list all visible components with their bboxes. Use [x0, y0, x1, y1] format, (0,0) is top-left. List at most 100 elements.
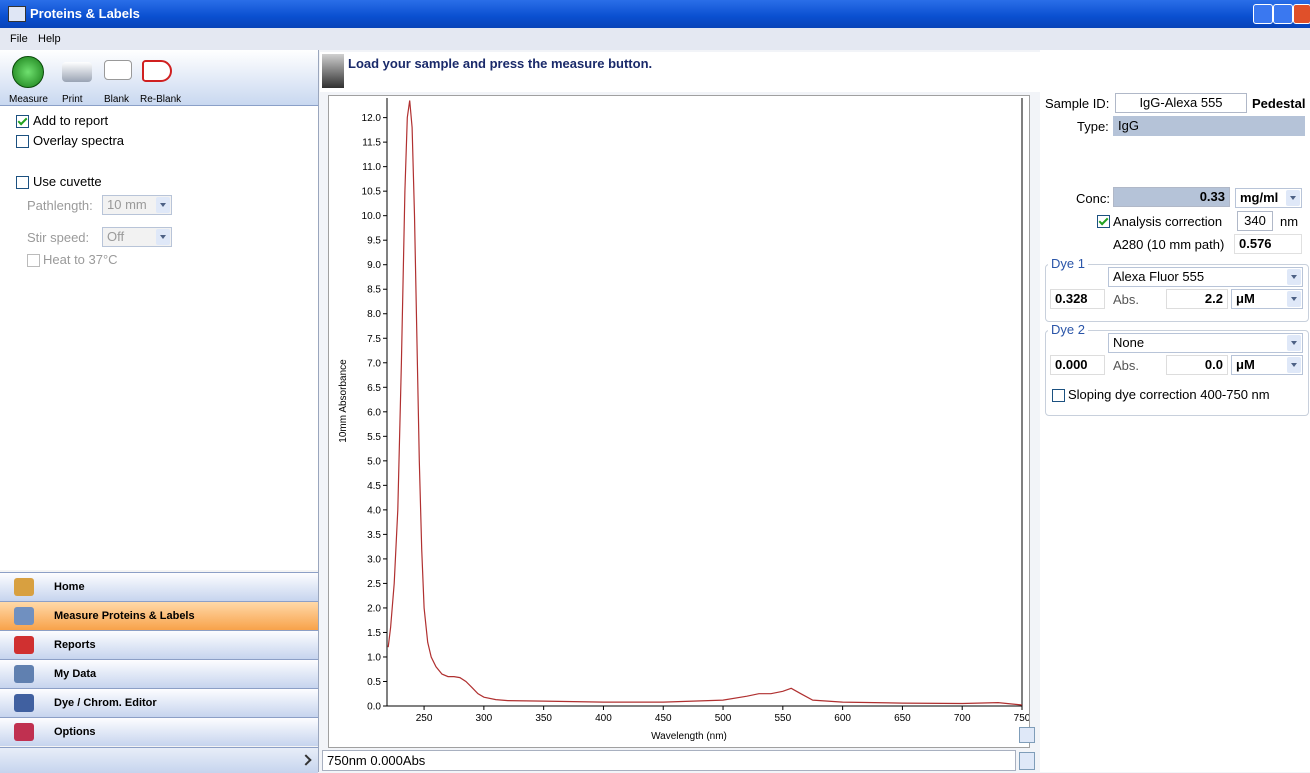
close-button[interactable] [1293, 4, 1310, 24]
y-tick-label: 4.5 [367, 481, 381, 492]
x-tick-label: 250 [416, 713, 433, 724]
value-text: 2.2 [1204, 291, 1223, 306]
dye-select[interactable]: Alexa Fluor 555 [1108, 267, 1303, 287]
dropdown-arrow [1287, 291, 1301, 307]
x-tick-label: 450 [655, 713, 672, 724]
y-tick-label: 4.0 [367, 505, 381, 516]
y-tick-label: 6.5 [367, 383, 381, 394]
x-tick-label: 400 [595, 713, 612, 724]
select-value: Alexa Fluor 555 [1113, 269, 1205, 284]
field-label: Conc: [1076, 191, 1110, 206]
chart: 10mm Absorbance Wavelength (nm) 0.0 0.5 1.… [338, 98, 1031, 742]
value-text: 0.0 [1204, 357, 1223, 372]
nav-label: Measure Proteins & Labels [54, 610, 195, 622]
x-tick-label: 500 [715, 713, 732, 724]
nav-icon [14, 665, 34, 683]
dye-conc: 0.0 [1166, 355, 1228, 375]
measure-icon[interactable] [12, 56, 44, 88]
checkbox[interactable] [27, 254, 40, 267]
stir-select[interactable]: Off [102, 227, 172, 247]
checkbox[interactable] [16, 115, 29, 128]
pathlength-select[interactable]: 10 mm [102, 195, 172, 215]
y-tick-label: 2.0 [367, 603, 381, 614]
nav-button[interactable]: My Data [0, 659, 318, 688]
type-select[interactable]: IgG [1113, 116, 1305, 136]
nav-icon [14, 607, 34, 625]
nav-icon [14, 694, 34, 712]
collapse-button[interactable] [1019, 727, 1035, 743]
dropdown-arrow [1286, 190, 1300, 206]
checkbox-label: Heat to 37°C [43, 252, 118, 267]
reblank-icon[interactable] [142, 60, 172, 82]
field-label: Pathlength: [27, 198, 93, 213]
nav-icon [14, 636, 34, 654]
toolbar-label: Measure [9, 94, 48, 105]
dye-unit-select[interactable]: μM [1231, 355, 1303, 375]
nav-button[interactable]: Home [0, 572, 318, 601]
sample-id-input[interactable]: IgG-Alexa 555 [1115, 93, 1247, 113]
field-label: Abs. [1113, 292, 1140, 307]
y-tick-label: 2.5 [367, 579, 381, 590]
y-tick-label: 8.5 [367, 285, 381, 296]
y-axis-label: 10mm Absorbance [338, 359, 349, 443]
x-tick-label: 750 [1014, 713, 1029, 724]
y-tick-label: 9.5 [367, 236, 381, 247]
expand-chevron[interactable] [300, 754, 312, 766]
y-tick-label: 1.0 [367, 652, 381, 663]
unit-label: nm [1280, 214, 1299, 229]
x-tick-label: 600 [834, 713, 851, 724]
nav-footer [0, 747, 318, 773]
toolbar-label: Blank [104, 94, 130, 105]
field-label: Type: [1077, 119, 1109, 134]
y-tick-label: 3.0 [367, 554, 381, 565]
conc-unit-select[interactable]: mg/ml [1235, 188, 1302, 208]
app-icon [8, 6, 26, 22]
minimize-button[interactable] [1253, 4, 1273, 24]
restore-button[interactable] [1273, 4, 1293, 24]
dropdown-arrow [1287, 357, 1301, 373]
nav-label: My Data [54, 668, 97, 680]
checkbox[interactable] [16, 176, 29, 189]
nav-label: Home [54, 581, 85, 593]
nav-button[interactable]: Measure Proteins & Labels [0, 601, 318, 630]
field-label: Sample ID: [1045, 96, 1110, 111]
y-tick-label: 0.0 [367, 702, 381, 713]
print-icon[interactable] [62, 62, 92, 82]
nav-button[interactable]: Dye / Chrom. Editor [0, 688, 318, 717]
select-value: Off [107, 229, 125, 244]
group-title: Dye 2 [1048, 322, 1088, 337]
x-tick-label: 300 [476, 713, 493, 724]
menu-item[interactable]: File [10, 33, 28, 45]
x-tick-label: 700 [954, 713, 971, 724]
checkbox[interactable] [16, 135, 29, 148]
y-tick-label: 12.0 [362, 113, 382, 124]
dye-select[interactable]: None [1108, 333, 1303, 353]
dye-unit-select[interactable]: μM [1231, 289, 1303, 309]
y-tick-label: 7.5 [367, 334, 381, 345]
y-tick-label: 1.5 [367, 628, 381, 639]
checkbox-label: Overlay spectra [33, 133, 125, 148]
y-tick-label: 10.5 [362, 187, 382, 198]
window-title: Proteins & Labels [30, 6, 140, 21]
dye-abs: 0.328 [1050, 289, 1105, 309]
nav-button[interactable]: Reports [0, 630, 318, 659]
menu-item[interactable]: Help [38, 33, 61, 45]
checkbox-label: Use cuvette [33, 174, 102, 189]
value-text: 0.33 [1199, 189, 1225, 204]
expand-button[interactable] [1019, 752, 1035, 770]
a280-value: 0.576 [1234, 234, 1302, 254]
x-tick-label: 350 [535, 713, 552, 724]
field-label: A280 (10 mm path) [1113, 237, 1225, 252]
spectrum-line [387, 100, 1023, 706]
select-value: μM [1236, 357, 1255, 372]
checkbox[interactable] [1097, 215, 1110, 228]
blank-icon[interactable] [104, 60, 132, 80]
checkbox[interactable] [1052, 389, 1065, 402]
status-bar: 750nm 0.000Abs [322, 750, 1016, 771]
input-value: 340 [1244, 213, 1266, 228]
x-tick-label: 550 [774, 713, 791, 724]
nav-button[interactable]: Options [0, 717, 318, 746]
select-value: None [1113, 335, 1145, 350]
x-axis-label: Wavelength (nm) [651, 731, 727, 742]
correction-input[interactable]: 340 [1237, 211, 1273, 231]
